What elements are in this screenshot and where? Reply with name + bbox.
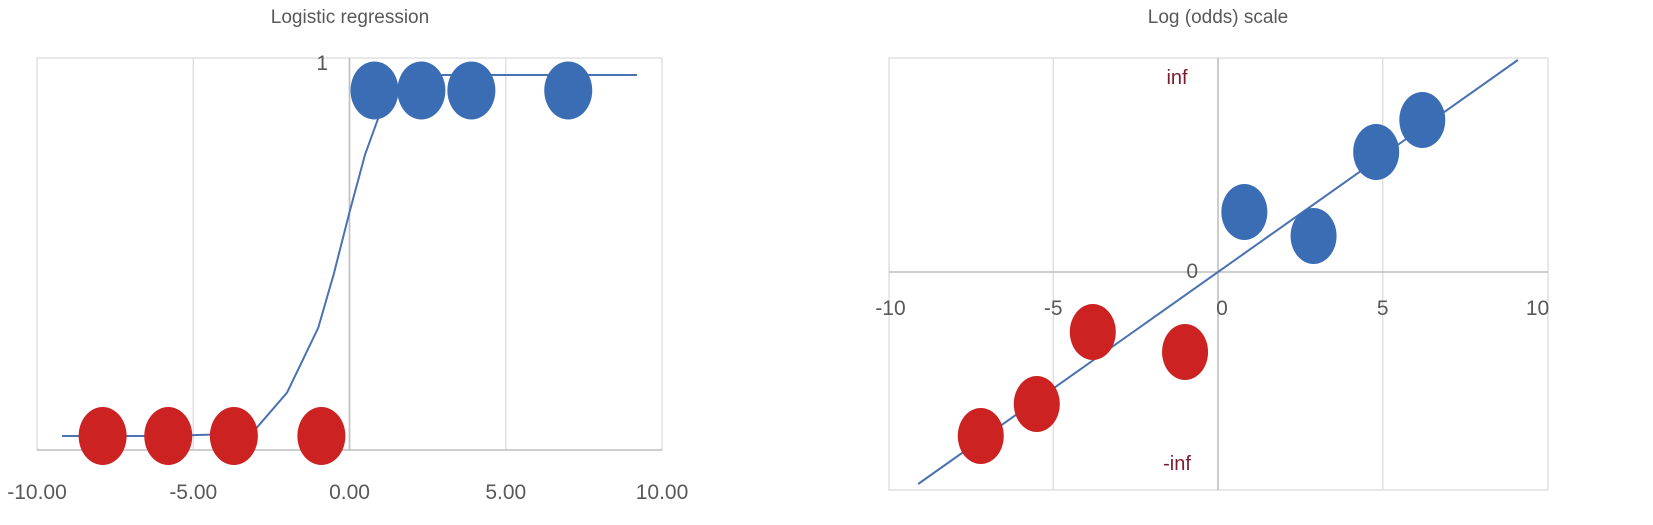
chart-title: Logistic regression	[271, 7, 429, 28]
logistic-regression-chart: Logistic regression -10.00 -5.00 0.00 5.00 1…	[7, 7, 688, 504]
class-one-point	[1290, 208, 1337, 264]
annotation-neg-inf: -inf	[1163, 453, 1191, 475]
class-zero-point	[209, 407, 258, 465]
log-odds-chart: Log (odds) scale -10 -5 0 5 10 0 inf -inf	[875, 7, 1549, 491]
class-one-point	[397, 61, 446, 120]
axes	[37, 58, 662, 451]
x-tick-labels: -10 -5 0 5 10	[875, 297, 1549, 320]
class-zero-point	[1013, 376, 1060, 432]
x-tick-label: 5.00	[485, 481, 526, 504]
x-tick-label: 5	[1377, 297, 1389, 320]
annotation-inf: inf	[1166, 67, 1188, 89]
class-one-point	[1399, 92, 1446, 148]
x-tick-labels: -10.00 -5.00 0.00 5.00 10.00	[7, 481, 688, 504]
x-tick-label: -10	[875, 297, 905, 320]
data-points	[957, 92, 1446, 464]
x-tick-label: -5	[1044, 297, 1063, 320]
x-tick-label: -10.00	[7, 481, 67, 504]
class-one-point	[1353, 124, 1400, 180]
x-tick-label: 0.00	[329, 481, 370, 504]
class-zero-point	[78, 407, 127, 465]
class-one-point	[447, 61, 496, 120]
class-zero-point	[1069, 304, 1116, 360]
class-one-point	[350, 61, 399, 120]
class-one-point	[544, 61, 593, 120]
y-tick-label: 0	[1186, 260, 1198, 283]
data-points	[78, 61, 593, 465]
class-zero-point	[297, 407, 346, 465]
class-one-point	[1221, 184, 1268, 240]
y-tick-label: 1	[316, 52, 328, 75]
x-tick-label: 10	[1526, 297, 1549, 320]
chart-title: Log (odds) scale	[1148, 7, 1288, 28]
class-zero-point	[957, 408, 1004, 464]
x-tick-label: 0	[1216, 297, 1228, 320]
class-zero-point	[1162, 324, 1209, 380]
x-tick-label: 10.00	[636, 481, 689, 504]
x-tick-label: -5.00	[169, 481, 217, 504]
class-zero-point	[144, 407, 193, 465]
